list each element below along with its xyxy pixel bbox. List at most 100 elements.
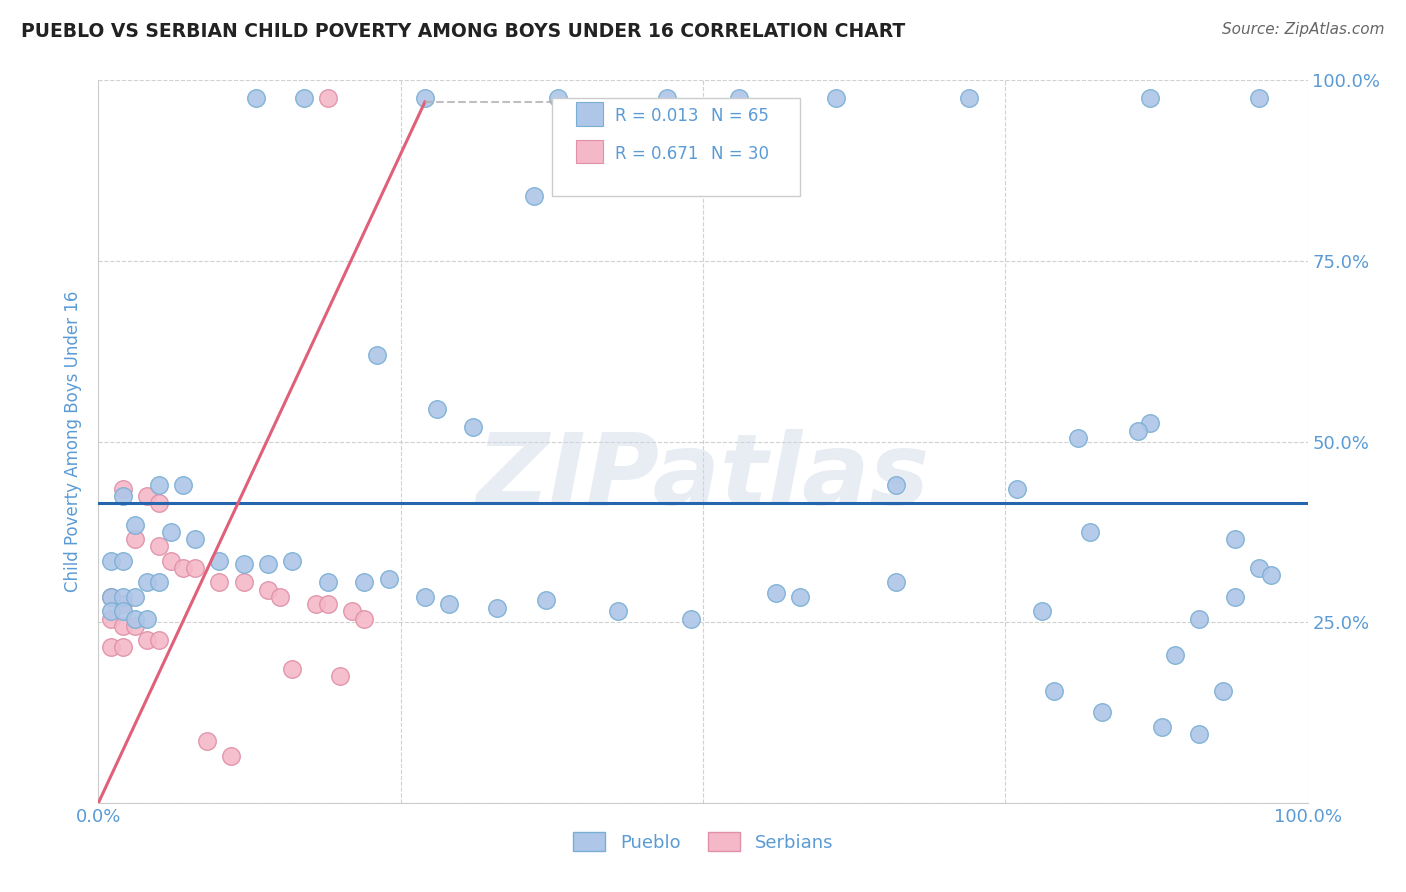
Point: [523, 189, 546, 203]
Point: [413, 91, 436, 105]
Point: [353, 611, 375, 625]
Text: R = 0.671: R = 0.671: [614, 145, 699, 163]
Point: [437, 597, 460, 611]
Text: Source: ZipAtlas.com: Source: ZipAtlas.com: [1222, 22, 1385, 37]
Point: [172, 561, 194, 575]
Point: [111, 604, 134, 618]
Point: [232, 558, 254, 572]
Point: [111, 619, 134, 633]
Point: [316, 575, 339, 590]
Point: [316, 91, 339, 105]
FancyBboxPatch shape: [551, 98, 800, 196]
Point: [195, 734, 218, 748]
Point: [292, 91, 315, 105]
Point: [316, 597, 339, 611]
Point: [486, 600, 509, 615]
Point: [886, 478, 908, 492]
Text: N = 65: N = 65: [711, 107, 769, 126]
Point: [100, 590, 122, 604]
Point: [1260, 568, 1282, 582]
Legend: Pueblo, Serbians: Pueblo, Serbians: [565, 825, 841, 859]
Point: [124, 611, 146, 625]
Point: [111, 554, 134, 568]
Point: [111, 590, 134, 604]
Point: [886, 575, 908, 590]
Point: [1249, 91, 1271, 105]
Point: [111, 597, 134, 611]
Point: [281, 662, 304, 676]
Point: [111, 489, 134, 503]
Point: [135, 633, 157, 648]
Point: [256, 582, 278, 597]
Point: [1031, 604, 1053, 618]
Point: [1128, 424, 1150, 438]
Point: [148, 633, 170, 648]
Point: [1223, 532, 1246, 546]
Point: [281, 554, 304, 568]
Point: [426, 402, 449, 417]
Point: [342, 604, 364, 618]
Point: [124, 590, 146, 604]
Point: [135, 489, 157, 503]
Point: [135, 575, 157, 590]
Point: [1091, 706, 1114, 720]
Point: [377, 572, 399, 586]
Point: [957, 91, 980, 105]
Point: [148, 478, 170, 492]
Point: [100, 590, 122, 604]
Point: [607, 604, 630, 618]
Point: [1152, 720, 1174, 734]
Point: [148, 575, 170, 590]
Point: [1188, 727, 1211, 741]
Point: [124, 532, 146, 546]
Point: [208, 554, 231, 568]
Point: [366, 348, 388, 362]
Point: [1139, 417, 1161, 431]
Point: [825, 91, 848, 105]
Point: [245, 91, 267, 105]
Point: [111, 482, 134, 496]
Point: [124, 619, 146, 633]
Point: [413, 590, 436, 604]
Point: [463, 420, 485, 434]
Point: [1188, 611, 1211, 625]
Text: ZIPatlas: ZIPatlas: [477, 429, 929, 526]
Point: [1249, 561, 1271, 575]
Point: [124, 517, 146, 532]
Point: [148, 496, 170, 510]
Text: N = 30: N = 30: [711, 145, 769, 163]
Point: [135, 611, 157, 625]
Y-axis label: Child Poverty Among Boys Under 16: Child Poverty Among Boys Under 16: [65, 291, 83, 592]
Text: R = 0.013: R = 0.013: [614, 107, 699, 126]
Point: [256, 558, 278, 572]
Point: [208, 575, 231, 590]
Point: [329, 669, 352, 683]
Point: [100, 554, 122, 568]
Point: [1078, 524, 1101, 539]
Point: [100, 604, 122, 618]
Point: [789, 590, 811, 604]
Text: PUEBLO VS SERBIAN CHILD POVERTY AMONG BOYS UNDER 16 CORRELATION CHART: PUEBLO VS SERBIAN CHILD POVERTY AMONG BO…: [21, 22, 905, 41]
Point: [160, 554, 183, 568]
Point: [1163, 648, 1185, 662]
Point: [269, 590, 291, 604]
Point: [100, 640, 122, 655]
Point: [184, 561, 207, 575]
Point: [1223, 590, 1246, 604]
Point: [148, 539, 170, 553]
Point: [728, 91, 751, 105]
Point: [655, 91, 678, 105]
Point: [1139, 91, 1161, 105]
Point: [1007, 482, 1029, 496]
Point: [100, 611, 122, 625]
Point: [765, 586, 787, 600]
Point: [1042, 683, 1064, 698]
Point: [679, 611, 702, 625]
Point: [305, 597, 328, 611]
Point: [353, 575, 375, 590]
FancyBboxPatch shape: [576, 102, 603, 126]
Point: [184, 532, 207, 546]
Point: [547, 91, 569, 105]
FancyBboxPatch shape: [576, 139, 603, 163]
Point: [534, 593, 557, 607]
